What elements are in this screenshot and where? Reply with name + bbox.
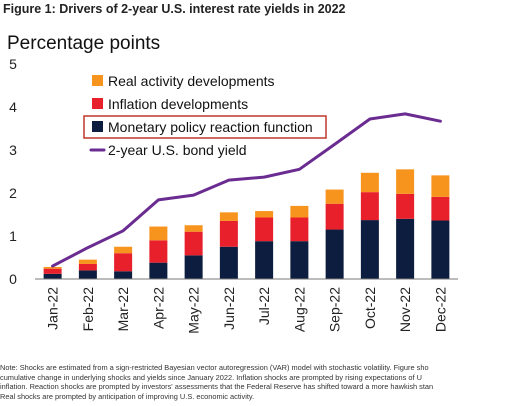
y-axis-unit-label: Percentage points <box>7 33 161 54</box>
bar-segment <box>431 175 450 197</box>
bar-segment <box>396 169 415 194</box>
x-tick-label: Oct-22 <box>362 287 378 329</box>
legend-label: 2-year U.S. bond yield <box>108 142 247 158</box>
y-tick-label: 3 <box>9 142 17 158</box>
bar-segment <box>114 253 133 272</box>
bar-segment <box>396 193 415 219</box>
bar-segment <box>78 259 97 264</box>
legend-label: Inflation developments <box>108 96 248 112</box>
bar-segment <box>219 220 238 247</box>
bar-segment <box>290 205 309 218</box>
bar-segment <box>43 268 62 274</box>
bond-yield-point <box>403 112 407 116</box>
x-tick-label: Feb-22 <box>80 287 96 332</box>
x-tick-label: Jul-22 <box>256 287 272 325</box>
bar-segment <box>255 211 274 218</box>
y-tick-label: 4 <box>9 99 17 115</box>
bar-segment <box>290 217 309 242</box>
x-tick-label: Nov-22 <box>397 287 413 332</box>
note-line: Real shocks are prompted by anticipation… <box>0 391 255 401</box>
bar-segment <box>78 270 97 279</box>
bond-yield-point <box>368 117 372 121</box>
bar-segment <box>325 203 344 230</box>
y-tick-label: 2 <box>9 185 17 201</box>
bond-yield-point <box>121 229 125 233</box>
x-tick-label: May-22 <box>186 287 202 334</box>
figure-title: Figure 1: Drivers of 2-year U.S. interes… <box>3 2 346 16</box>
bar-segment <box>149 262 168 279</box>
note-line: Note: Shocks are estimated from a sign-r… <box>0 363 429 372</box>
x-tick-label: Mar-22 <box>115 287 131 332</box>
bar-segment <box>431 196 450 221</box>
bar-segment <box>184 231 203 256</box>
bond-yield-point <box>192 193 195 197</box>
bond-yield-point <box>439 119 442 123</box>
y-tick-label: 5 <box>9 56 17 72</box>
legend-highlight-box <box>83 115 327 139</box>
legend-label: Monetary policy reaction function <box>108 119 313 135</box>
bar-segment <box>325 229 344 279</box>
bar-segment <box>360 172 379 193</box>
bar-segment <box>325 189 344 204</box>
x-tick-label: Jan-22 <box>45 287 61 330</box>
x-tick-label: Jun-22 <box>221 287 237 330</box>
bond-yield-point <box>157 198 160 202</box>
bond-yield-line <box>51 112 442 268</box>
note-line: inflation. Reaction shocks are prompted … <box>0 382 434 392</box>
bar-segment <box>114 271 133 279</box>
bond-yield-point <box>86 246 90 249</box>
x-tick-label: Aug-22 <box>291 287 307 332</box>
legend-swatch <box>92 98 103 109</box>
bar-segment <box>43 266 62 269</box>
bond-yield-point <box>227 178 231 182</box>
y-tick-label: 0 <box>9 271 17 287</box>
bar-segment <box>219 212 238 221</box>
chart-note: Note: Shocks are estimated from a sign-r… <box>0 363 531 406</box>
bar-segment <box>43 273 62 279</box>
note-line: cumulative change in underlying shocks a… <box>0 372 422 382</box>
legend-swatch <box>92 75 103 86</box>
bar-segment <box>184 255 203 279</box>
bar-segment <box>290 241 309 279</box>
bond-yield-point <box>262 175 266 179</box>
bar-segment <box>114 246 133 254</box>
bar-segment <box>396 218 415 279</box>
bar-segment <box>78 263 97 271</box>
bar-segment <box>360 192 379 221</box>
bar-segment <box>255 241 274 279</box>
bar-segment <box>149 226 168 241</box>
bond-yield-point <box>51 264 54 268</box>
legend-label: Real activity developments <box>108 73 275 89</box>
bar-segment <box>219 246 238 279</box>
legend-swatch <box>92 121 103 132</box>
x-tick-label: Sep-22 <box>327 287 343 332</box>
x-tick-label: Dec-22 <box>432 287 448 332</box>
x-tick-label: Apr-22 <box>150 287 166 329</box>
bar-segment <box>149 240 168 263</box>
y-tick-label: 1 <box>9 228 17 244</box>
bar-segment <box>360 220 379 279</box>
bar-segment <box>255 217 274 242</box>
bar-segment <box>184 225 203 232</box>
bar-segment <box>431 220 450 279</box>
bond-yield-point <box>298 168 301 171</box>
bond-yield-point <box>333 143 336 146</box>
